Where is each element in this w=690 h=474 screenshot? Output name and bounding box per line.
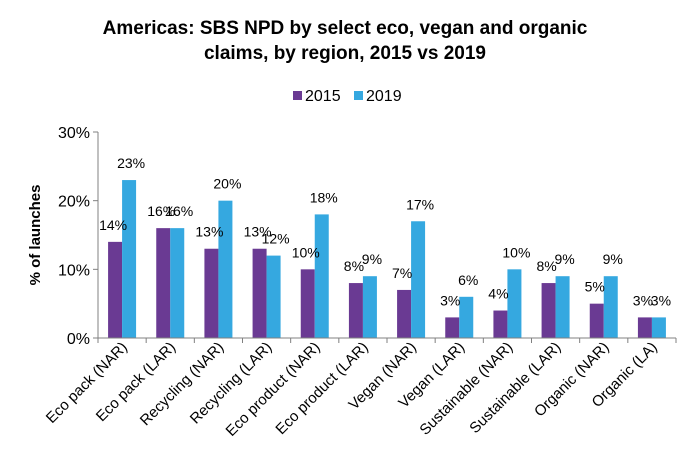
- legend: 2015 2019: [293, 88, 402, 105]
- y-tick-label: 20%: [58, 194, 90, 211]
- bar-2019: [411, 221, 426, 338]
- bar-2015: [252, 248, 267, 338]
- bar-2019: [122, 180, 137, 338]
- bar-2019: [459, 296, 474, 338]
- data-label-2019: 10%: [502, 244, 530, 260]
- data-label-2015: 10%: [292, 244, 320, 260]
- bar-2019: [266, 255, 281, 338]
- bar-2015: [637, 317, 652, 338]
- y-axis-label: % of launches: [27, 185, 44, 286]
- bar-2015: [156, 228, 171, 338]
- data-label-2015: 13%: [195, 224, 223, 240]
- data-label-2019: 20%: [213, 176, 241, 192]
- bar-2019: [314, 214, 329, 338]
- legend-swatch-2019: [354, 91, 363, 100]
- bar-2015: [493, 310, 508, 338]
- x-tick-label: Sustainable (LAR): [466, 339, 564, 437]
- legend-label-2019: 2019: [366, 88, 402, 105]
- legend-label-2015: 2015: [305, 88, 341, 105]
- x-tick-label: Eco pack (NAR): [43, 339, 131, 427]
- data-label-2015: 4%: [488, 286, 508, 302]
- x-tick-label: Eco product (LAR): [272, 339, 371, 438]
- bars: [108, 180, 666, 338]
- bar-2015: [445, 317, 460, 338]
- bar-2015: [589, 303, 604, 338]
- data-label-2019: 23%: [117, 155, 145, 171]
- data-label-2015: 5%: [585, 279, 605, 295]
- bar-2015: [108, 241, 123, 338]
- data-label-2019: 9%: [362, 251, 382, 267]
- data-label-2015: 13%: [244, 224, 272, 240]
- x-tick-label: Recycling (LAR): [187, 339, 276, 428]
- bar-2015: [348, 283, 363, 338]
- legend-swatch-2015: [293, 91, 302, 100]
- data-labels: 14%16%13% 13%10%8% 7%3% 4%8%5%3%23%16%20%12…: [99, 155, 671, 308]
- x-axis: Eco pack (NAR)Eco pack (LAR)Recycling (N…: [43, 337, 677, 440]
- data-label-2019: 18%: [310, 189, 338, 205]
- bar-2015: [397, 289, 412, 338]
- data-label-2019: 6%: [458, 272, 478, 288]
- data-label-2015: 3%: [633, 292, 653, 308]
- data-label-2015: 7%: [392, 265, 412, 281]
- bar-2019: [555, 276, 570, 338]
- chart-title-line-2: claims, by region, 2015 vs 2019: [203, 43, 486, 64]
- bar-2019: [170, 228, 185, 338]
- data-label-2015: 16%: [147, 203, 175, 219]
- data-label-2019: 9%: [554, 251, 574, 267]
- bar-2019: [651, 317, 666, 338]
- data-label-2019: 12%: [262, 231, 290, 247]
- y-tick-label: 30%: [58, 125, 90, 142]
- bar-2019: [218, 200, 233, 338]
- data-label-2015: 8%: [536, 258, 556, 274]
- data-label-2019: 17%: [406, 196, 434, 212]
- bar-2015: [541, 283, 556, 338]
- bar-2015: [204, 248, 219, 338]
- data-label-2015: 14%: [99, 217, 127, 233]
- bar-2019: [603, 276, 618, 338]
- data-label-2019: 16%: [165, 203, 193, 219]
- y-tick-label: 10%: [58, 262, 90, 279]
- data-label-2015: 3%: [440, 292, 460, 308]
- bar-2019: [507, 269, 522, 338]
- data-label-2019: 9%: [603, 251, 623, 267]
- x-tick-label: Recycling (NAR): [137, 339, 227, 429]
- y-axis: 0% 10% 20% 30% % of launches: [27, 125, 99, 348]
- data-label-2019: 3%: [651, 292, 671, 308]
- bar-2015: [300, 269, 315, 338]
- chart-title-line-1: Americas: SBS NPD by select eco, vegan a…: [102, 18, 588, 39]
- bar-2019: [362, 276, 377, 338]
- y-tick-label: 0%: [67, 331, 90, 348]
- chart-title: Americas: SBS NPD by select eco, vegan a…: [0, 16, 690, 66]
- data-label-2015: 8%: [344, 258, 364, 274]
